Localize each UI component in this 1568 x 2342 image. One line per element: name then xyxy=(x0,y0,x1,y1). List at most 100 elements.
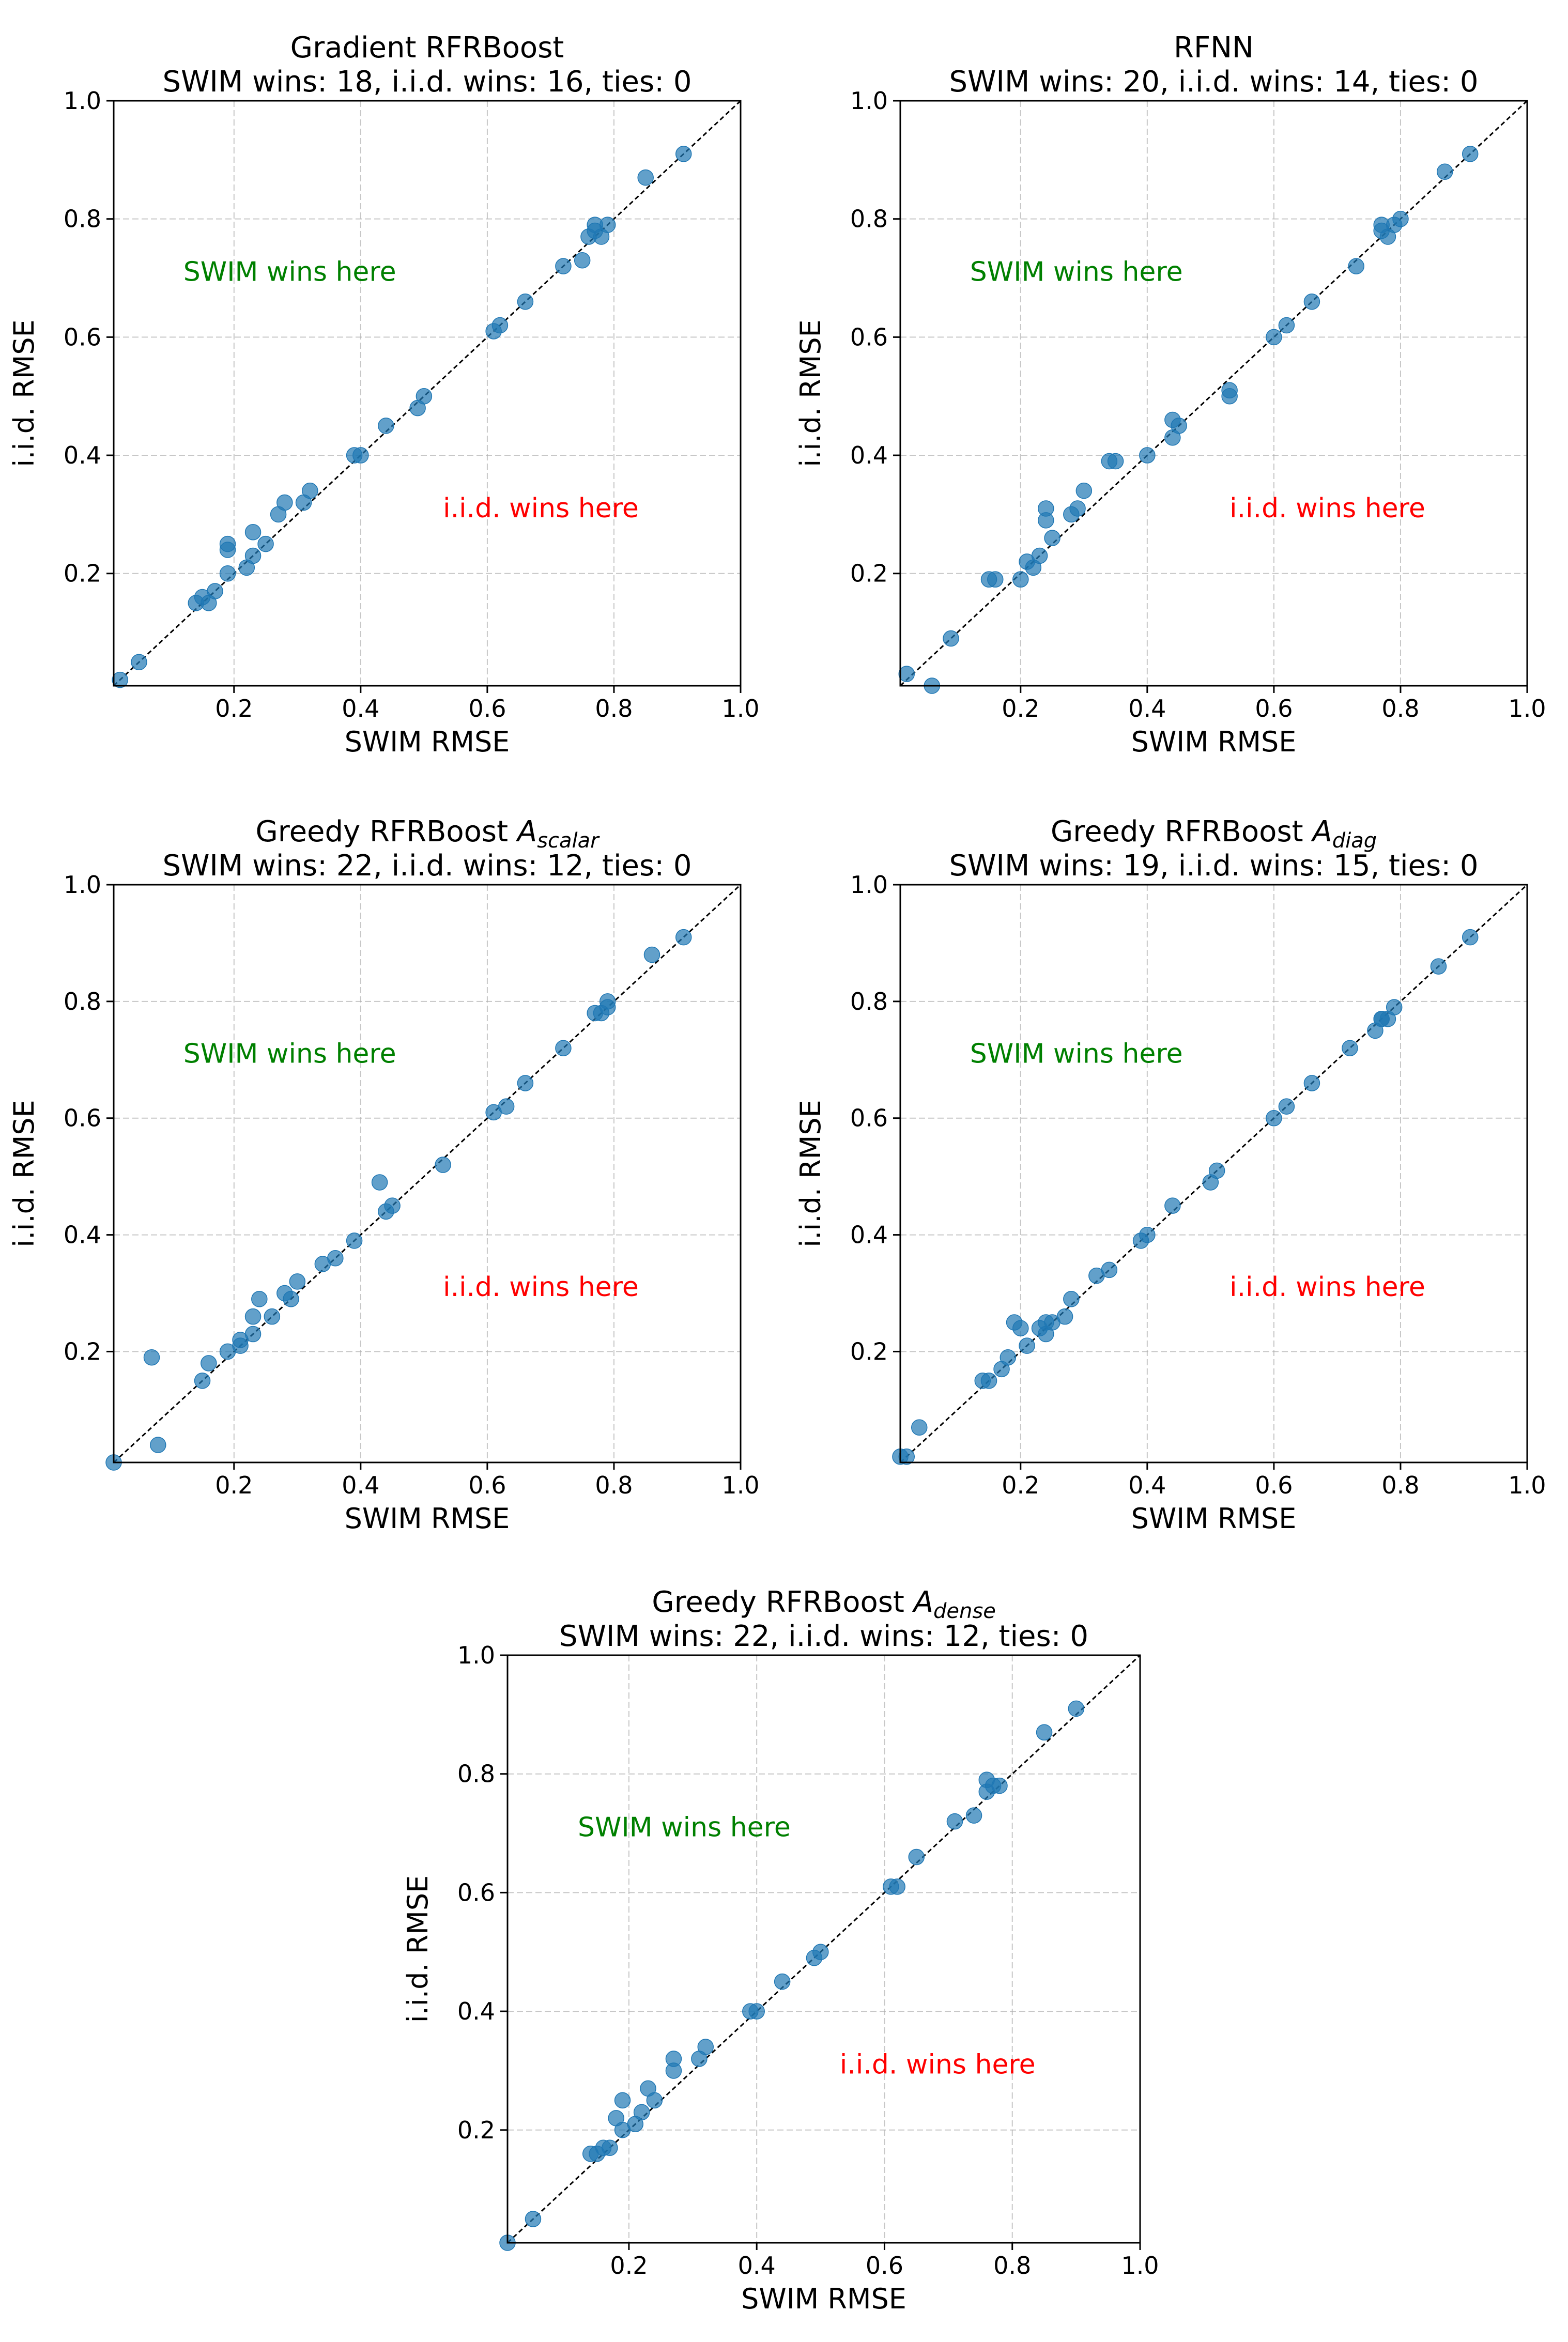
iid-wins-annotation: i.i.d. wins here xyxy=(1229,493,1425,524)
y-tick-label: 0.2 xyxy=(64,560,101,588)
data-point xyxy=(911,1419,928,1436)
chart-subtitle: SWIM wins: 22, i.i.d. wins: 12, ties: 0 xyxy=(559,1620,1088,1653)
y-tick-label: 1.0 xyxy=(850,871,888,899)
data-point xyxy=(201,1355,217,1372)
x-tick-label: 0.8 xyxy=(993,2252,1031,2279)
y-tick-label: 0.8 xyxy=(64,205,101,233)
y-axis-label: i.i.d. RMSE xyxy=(8,1100,40,1247)
data-point xyxy=(264,1308,281,1325)
data-point xyxy=(748,2003,765,2020)
swim-wins-annotation: SWIM wins here xyxy=(578,1812,791,1843)
chart-3: 0.2 0.4 0.6 0.8 1.0 0.2 0.4 0.6 0.8 1.0 SWIM RMSE i… xyxy=(8,815,760,1535)
x-tick-label: 0.2 xyxy=(610,2252,648,2279)
plot-frame xyxy=(899,884,1528,1463)
x-tick-label: 0.4 xyxy=(342,695,379,722)
data-point xyxy=(416,388,433,405)
chart-4: 0.2 0.4 0.6 0.8 1.0 0.2 0.4 0.6 0.8 1.0 SWIM RMSE i… xyxy=(794,815,1546,1535)
x-tick-label: 1.0 xyxy=(1508,695,1546,722)
x-tick-label: 0.6 xyxy=(1255,1471,1293,1499)
data-point xyxy=(244,523,262,541)
data-point xyxy=(1063,1291,1080,1307)
data-point xyxy=(302,482,318,499)
chart-5: 0.2 0.4 0.6 0.8 1.0 0.2 0.4 0.6 0.8 1.0 SWIM RMSE i… xyxy=(402,1585,1159,2315)
x-axis-label: SWIM RMSE xyxy=(1131,1502,1297,1535)
y-tick-label: 0.8 xyxy=(850,988,888,1015)
y-tick-label: 0.8 xyxy=(64,988,101,1015)
x-axis-label: SWIM RMSE xyxy=(345,1502,510,1535)
data-point xyxy=(980,1373,997,1389)
data-point xyxy=(1342,1040,1358,1056)
plot-frame xyxy=(899,100,1528,687)
data-point xyxy=(1278,1098,1295,1115)
data-point xyxy=(194,1373,211,1389)
data-point xyxy=(889,1878,905,1895)
y-tick-label: 0.2 xyxy=(850,1337,888,1365)
data-point xyxy=(555,258,572,274)
y-tick-label: 0.6 xyxy=(457,1878,495,1906)
data-point xyxy=(1348,258,1364,274)
data-point xyxy=(574,252,591,269)
data-point xyxy=(150,1437,166,1453)
swim-wins-annotation: SWIM wins here xyxy=(970,257,1183,288)
data-point xyxy=(1036,1724,1053,1741)
data-point xyxy=(131,654,147,671)
iid-wins-annotation: i.i.d. wins here xyxy=(443,1272,639,1303)
data-point xyxy=(646,2092,663,2109)
data-point xyxy=(244,1326,262,1343)
data-point xyxy=(943,630,959,647)
data-point xyxy=(435,1157,451,1173)
identity-line xyxy=(113,884,742,1463)
data-point xyxy=(219,535,236,552)
chart-title: Greedy RFRBoost Adiag xyxy=(1051,815,1377,853)
y-tick-label: 0.4 xyxy=(64,1221,101,1249)
data-point xyxy=(697,2039,714,2055)
x-tick-label: 0.2 xyxy=(215,695,253,722)
y-axis-label: i.i.d. RMSE xyxy=(8,319,40,467)
chart-1: 0.2 0.4 0.6 0.8 1.0 0.2 0.4 0.6 0.8 1.0 SWIM RMSE i… xyxy=(8,31,760,758)
x-tick-label: 0.4 xyxy=(1128,1471,1166,1499)
chart-title: Gradient RFRBoost xyxy=(290,31,564,65)
chart-title: Greedy RFRBoost Adense xyxy=(652,1585,996,1623)
data-point xyxy=(1436,163,1453,180)
data-point xyxy=(371,1174,388,1191)
data-point xyxy=(1171,418,1187,434)
data-point xyxy=(599,993,616,1010)
y-axis-label: i.i.d. RMSE xyxy=(794,319,827,467)
y-tick-label: 0.4 xyxy=(64,441,101,469)
y-tick-label: 0.4 xyxy=(850,441,888,469)
data-point xyxy=(1462,146,1479,162)
data-point xyxy=(384,1197,401,1214)
x-axis-label: SWIM RMSE xyxy=(741,2283,906,2315)
chart-title-symbol: A xyxy=(1311,815,1332,849)
data-point xyxy=(378,418,394,434)
y-tick-label: 0.6 xyxy=(850,323,888,351)
data-point xyxy=(675,146,692,162)
y-tick-label: 1.0 xyxy=(64,871,101,899)
data-point xyxy=(1056,1308,1073,1325)
y-tick-label: 0.4 xyxy=(457,1997,495,2025)
chart-subtitle: SWIM wins: 19, i.i.d. wins: 15, ties: 0 xyxy=(949,849,1479,883)
iid-wins-annotation: i.i.d. wins here xyxy=(443,493,639,524)
data-point xyxy=(1031,547,1048,564)
data-point xyxy=(637,169,654,186)
data-point xyxy=(898,666,915,682)
swim-wins-annotation: SWIM wins here xyxy=(183,1038,396,1069)
data-point xyxy=(244,547,262,564)
data-point xyxy=(491,317,509,334)
data-point xyxy=(1266,329,1282,346)
x-tick-label: 0.4 xyxy=(342,1471,379,1499)
data-point xyxy=(1139,447,1156,464)
data-point xyxy=(555,1040,572,1056)
data-point xyxy=(1164,1197,1181,1214)
data-point xyxy=(1101,1261,1118,1278)
y-tick-label: 1.0 xyxy=(850,87,888,115)
data-point xyxy=(1012,1320,1029,1337)
chart-title-text: RFNN xyxy=(1174,31,1254,65)
data-point xyxy=(987,571,1004,588)
data-point xyxy=(498,1098,515,1115)
data-point xyxy=(1000,1349,1017,1366)
data-point xyxy=(219,565,236,582)
data-point xyxy=(1012,571,1029,588)
data-point xyxy=(352,447,369,464)
data-point xyxy=(908,1848,925,1866)
